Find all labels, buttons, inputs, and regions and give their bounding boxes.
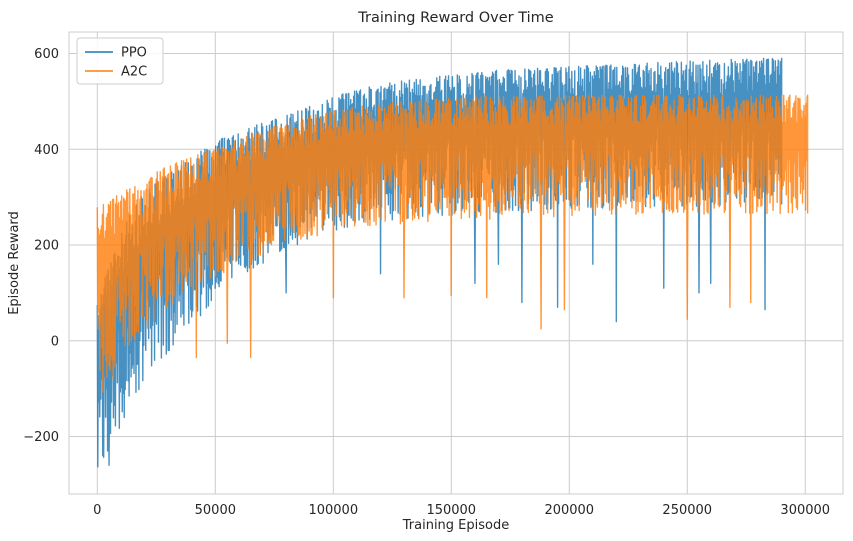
x-tick-label: 300000 (780, 503, 830, 518)
legend: PPO A2C (76, 37, 164, 85)
x-tick-label: 150000 (426, 503, 476, 518)
x-tick-label: 100000 (308, 503, 358, 518)
x-tick-label: 0 (93, 503, 101, 518)
tick-layer: 0 50000 100000 150000 200000 250000 300000 −200… (23, 47, 830, 518)
series-a2c (96, 94, 809, 393)
series-line-a2c (96, 94, 809, 393)
series-layer (96, 57, 809, 468)
x-tick-label: 250000 (662, 503, 712, 518)
y-tick-label: 600 (34, 47, 59, 62)
y-tick-label: 400 (34, 143, 59, 158)
legend-label-a2c: A2C (121, 65, 147, 80)
x-tick-label: 200000 (544, 503, 594, 518)
legend-label-ppo: PPO (121, 46, 147, 61)
y-tick-label: 0 (51, 334, 59, 349)
legend-box (76, 37, 164, 85)
x-tick-label: 50000 (195, 503, 236, 518)
y-tick-label: −200 (23, 430, 59, 445)
y-tick-label: 200 (34, 239, 59, 254)
x-axis-label: Training Episode (402, 518, 509, 533)
y-axis-label: Episode Reward (7, 211, 22, 315)
chart-title: Training Reward Over Time (357, 10, 553, 26)
